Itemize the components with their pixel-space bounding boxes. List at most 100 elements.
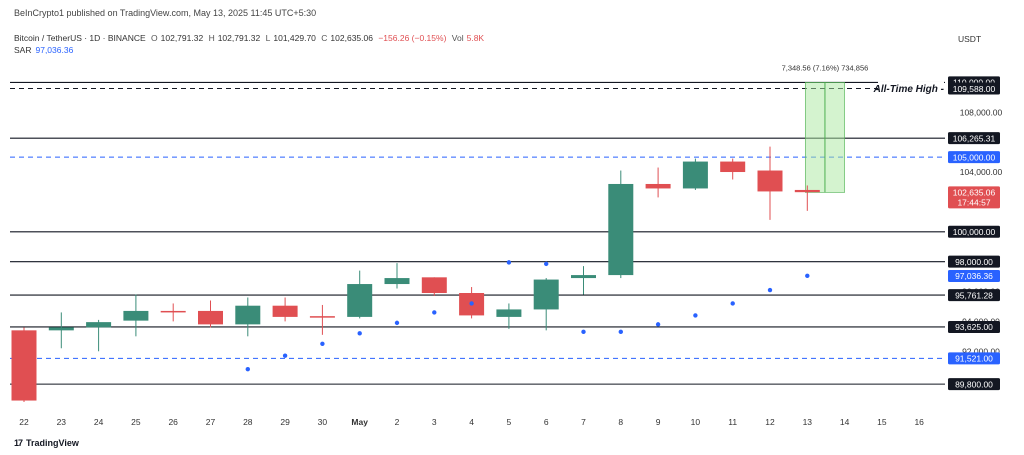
level-label-box bbox=[948, 352, 1000, 365]
volume-label: Vol bbox=[451, 33, 464, 43]
level-label-box bbox=[948, 289, 1000, 302]
level-label: 95,761.28 bbox=[955, 290, 993, 300]
candle-body bbox=[533, 279, 559, 310]
level-label: 89,800.00 bbox=[955, 379, 993, 389]
low-label: L bbox=[265, 33, 271, 43]
x-tick-label: 10 bbox=[691, 417, 701, 427]
candle-body bbox=[309, 316, 335, 318]
price-badge bbox=[948, 186, 1000, 209]
x-tick-label: 28 bbox=[243, 417, 253, 427]
price-badge bbox=[948, 270, 1000, 283]
candle-body bbox=[682, 161, 708, 189]
x-tick-label: 29 bbox=[280, 417, 290, 427]
low-value: 101,429.70 bbox=[273, 33, 316, 43]
sar-dot bbox=[693, 313, 698, 318]
x-tick-label: 2 bbox=[395, 417, 400, 427]
x-tick-label: 5 bbox=[507, 417, 512, 427]
sar-dot bbox=[432, 310, 437, 315]
candle-body bbox=[496, 309, 522, 317]
level-label-box bbox=[948, 132, 1000, 145]
x-tick-label: 8 bbox=[618, 417, 623, 427]
level-label-box bbox=[948, 320, 1000, 333]
sar-dot bbox=[655, 322, 661, 327]
price-badge-label: 97,036.36 bbox=[955, 271, 993, 281]
open-label: O bbox=[151, 33, 158, 43]
level-label: 105,000.00 bbox=[953, 152, 996, 162]
sar-dot bbox=[320, 341, 325, 346]
x-tick-label: 27 bbox=[206, 417, 216, 427]
high-label: H bbox=[208, 33, 215, 43]
sar-dot bbox=[544, 261, 549, 267]
tradingview-logo-text: TradingView bbox=[26, 438, 79, 448]
x-tick-label: 9 bbox=[656, 417, 661, 427]
candle-body bbox=[160, 310, 186, 313]
level-label-box bbox=[948, 82, 1000, 95]
x-tick-label: 12 bbox=[765, 417, 775, 427]
sar-dot bbox=[767, 287, 773, 293]
sar-dot bbox=[618, 329, 623, 335]
volume-value: 5.8K bbox=[466, 33, 485, 43]
publish-info: BeInCrypto1 published on TradingView.com… bbox=[14, 8, 317, 18]
projection-label: 7,348.56 (7.16%) 734,856 bbox=[782, 63, 869, 72]
sar-dot bbox=[469, 301, 474, 306]
candle-body bbox=[347, 284, 373, 317]
x-tick-label: 7 bbox=[581, 417, 586, 427]
sar-label: SAR bbox=[14, 45, 32, 55]
x-tick-label: 14 bbox=[840, 417, 850, 427]
candle-body bbox=[608, 183, 634, 276]
sar-dot bbox=[282, 353, 288, 358]
x-tick-label: 4 bbox=[469, 417, 474, 427]
sar-dot bbox=[245, 366, 250, 372]
sar-dot bbox=[357, 331, 362, 336]
ohlc-legend: Bitcoin / TetherUS · 1D · BINANCE O 102,7… bbox=[14, 33, 487, 43]
candle-body bbox=[571, 275, 596, 279]
y-tick-label: 104,000.00 bbox=[960, 167, 1003, 177]
x-tick-label: 6 bbox=[544, 417, 549, 427]
candle-body bbox=[235, 305, 261, 325]
candle-body bbox=[384, 278, 410, 285]
x-tick-label: 26 bbox=[168, 417, 178, 427]
x-tick-label: 25 bbox=[131, 417, 141, 427]
candle-body bbox=[198, 310, 223, 325]
candle-body bbox=[86, 322, 112, 328]
x-tick-label: 15 bbox=[877, 417, 887, 427]
level-label-box bbox=[948, 255, 1000, 268]
sar-dot bbox=[581, 329, 586, 335]
x-tick-label: 3 bbox=[432, 417, 437, 427]
x-tick-label: 30 bbox=[318, 417, 328, 427]
annotation-ath: All-Time High - bbox=[873, 84, 945, 95]
tradingview-logo: 17 TradingView bbox=[14, 438, 79, 448]
tradingview-logo-icon: 17 bbox=[14, 438, 23, 448]
level-label: 98,000.00 bbox=[955, 257, 993, 267]
level-label-box bbox=[948, 378, 1000, 391]
candle-body bbox=[11, 330, 37, 401]
level-label: 109,588.00 bbox=[953, 84, 996, 94]
sar-dot bbox=[730, 301, 735, 306]
level-label: 100,000.00 bbox=[953, 227, 996, 237]
currency-label[interactable]: USDT bbox=[958, 34, 982, 44]
y-tick-label: 108,000.00 bbox=[960, 107, 1003, 117]
sar-dot bbox=[805, 273, 810, 279]
x-tick-label: May bbox=[351, 417, 368, 427]
high-value: 102,791.32 bbox=[217, 33, 261, 43]
price-badge-countdown: 17:44:57 bbox=[957, 197, 990, 207]
annotation-bg bbox=[878, 81, 944, 95]
sar-dot bbox=[394, 320, 400, 326]
sar-legend[interactable]: SAR 97,036.36 bbox=[14, 45, 73, 55]
candle-body bbox=[48, 327, 74, 331]
level-label: 93,625.00 bbox=[955, 322, 993, 332]
candle-body bbox=[421, 277, 447, 294]
x-tick-label: 11 bbox=[728, 417, 737, 427]
candle-body bbox=[123, 310, 149, 321]
level-label-box bbox=[948, 151, 1000, 164]
x-tick-label: 24 bbox=[94, 417, 104, 427]
candle-body bbox=[720, 161, 746, 173]
open-value: 102,791.32 bbox=[160, 33, 204, 43]
candle-body bbox=[757, 170, 783, 192]
y-tick-label: 92,000.00 bbox=[962, 346, 1000, 356]
candle-body bbox=[272, 305, 298, 317]
change-value: −156.26 (−0.15%) bbox=[378, 33, 447, 43]
x-tick-label: 22 bbox=[19, 417, 29, 427]
symbol-name[interactable]: Bitcoin / TetherUS · 1D · BINANCE bbox=[14, 33, 146, 43]
